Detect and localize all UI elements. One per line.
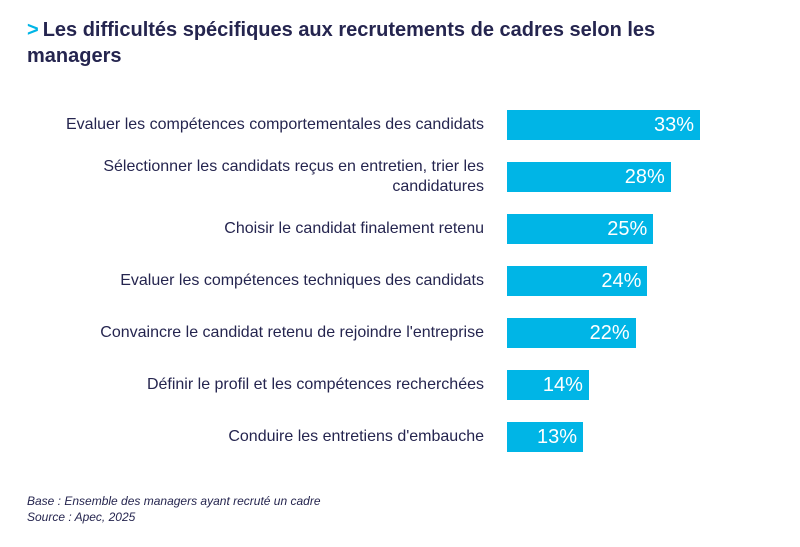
category-label-text: Définir le profil et les compétences rec… xyxy=(146,376,484,393)
data-label: 25% xyxy=(607,218,648,240)
data-label: 24% xyxy=(601,270,642,292)
bar xyxy=(507,370,589,400)
data-label: 28% xyxy=(624,166,665,188)
category-label: Evaluer les compétences comportementales… xyxy=(44,105,484,145)
data-label: 33% xyxy=(654,114,695,136)
category-label-text: Convaincre le candidat retenu de rejoind… xyxy=(100,324,484,341)
bar xyxy=(507,422,584,452)
bar xyxy=(507,266,648,296)
bar xyxy=(507,110,701,140)
category-label-text: Evaluer les compétences comportementales… xyxy=(66,116,484,133)
category-label: Conduire les entretiens d'embauche xyxy=(44,417,484,457)
chevron-right-icon: > xyxy=(27,19,39,41)
category-label-text: Conduire les entretiens d'embauche xyxy=(228,428,484,445)
chart-title-text: Les difficultés spécifiques aux recrutem… xyxy=(27,19,656,67)
base-note: Base : Ensemble des managers ayant recru… xyxy=(27,494,321,508)
chart-footer: Base : Ensemble des managers ayant recru… xyxy=(27,493,321,525)
category-label-text: Choisir le candidat finalement retenu xyxy=(224,220,484,237)
bar xyxy=(507,162,671,192)
category-label: Sélectionner les candidats reçus en entr… xyxy=(44,157,484,197)
data-label: 22% xyxy=(589,322,630,344)
category-label-text: Evaluer les compétences techniques des c… xyxy=(120,272,484,289)
bar xyxy=(507,214,654,244)
category-label: Evaluer les compétences techniques des c… xyxy=(44,261,484,301)
bar xyxy=(507,318,636,348)
data-label: 14% xyxy=(542,374,583,396)
data-label: 13% xyxy=(537,426,578,448)
category-label: Choisir le candidat finalement retenu xyxy=(44,209,484,249)
category-label: Convaincre le candidat retenu de rejoind… xyxy=(44,313,484,353)
category-label: Définir le profil et les compétences rec… xyxy=(44,365,484,405)
chart-title: > Les difficultés spécifiques aux recrute… xyxy=(27,17,727,69)
category-label-text: Sélectionner les candidats reçus en entr… xyxy=(103,158,484,195)
source-note: Source : Apec, 2025 xyxy=(27,510,136,524)
